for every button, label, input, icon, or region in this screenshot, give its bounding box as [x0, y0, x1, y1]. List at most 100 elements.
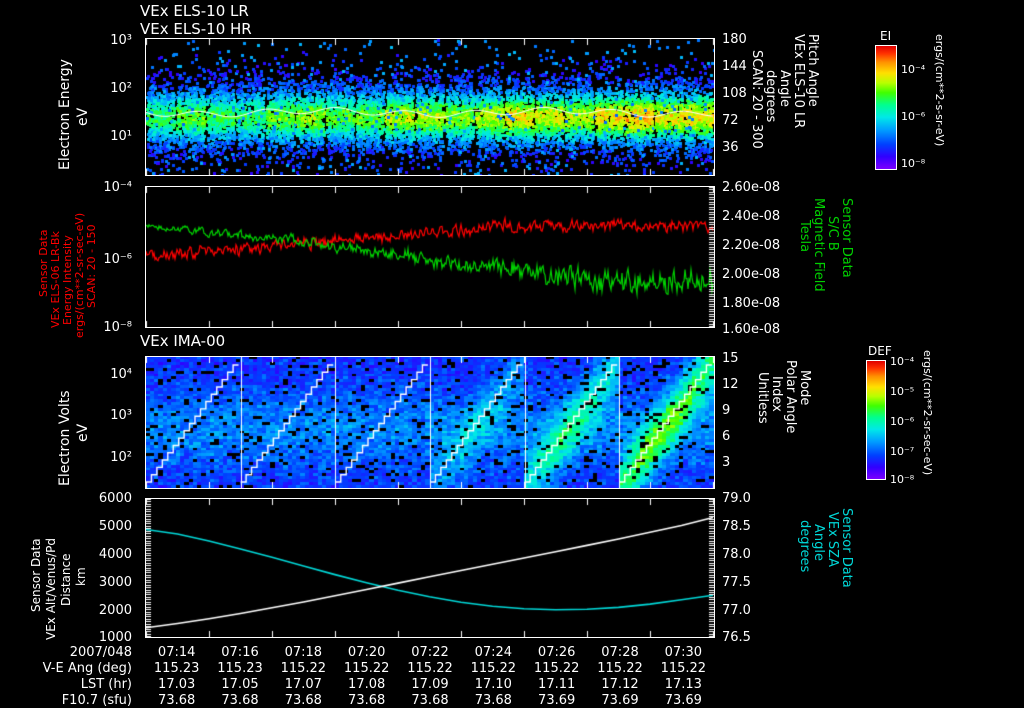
panel4-plot-area[interactable] [145, 498, 715, 638]
panel4-rlabel-4: degrees [797, 520, 812, 573]
bottom-time-3: 07:20 [347, 645, 386, 660]
panel1-title-hr: VEx ELS-10 HR [140, 20, 252, 38]
bottom-time-8: 07:30 [664, 645, 703, 660]
panel4-rtick-0: 79.0 [722, 491, 751, 506]
panel4-rtick-4: 77.0 [722, 603, 751, 618]
panel1-cbtick-2: 10⁻⁸ [901, 157, 926, 170]
panel1-rtick-2: 108 [722, 86, 747, 101]
bottom-ve-ang-1: 115.23 [217, 661, 263, 676]
panel3-colorbar-units: ergs/(cm**2-sr-sec-eV) [921, 350, 934, 476]
panel2-rlabel-2: S/C B [825, 216, 840, 251]
panel1-cbtick-1: 10⁻⁶ [901, 110, 926, 123]
bottom-ve-ang-8: 115.22 [660, 661, 707, 676]
panel3-colorbar[interactable] [866, 360, 886, 480]
panel4-ytick-3: 3000 [98, 575, 132, 590]
panel2-rtick-2: 2.20e-08 [722, 238, 781, 253]
bottom-date-label: 2007/048 [69, 645, 132, 660]
bottom-f107-2: 73.68 [284, 693, 322, 708]
bottom-f107-6: 73.69 [538, 693, 576, 708]
panel3-rlabel-1: Mode [797, 370, 812, 406]
bottom-lst-8: 17.13 [664, 677, 702, 692]
panel3-ytick-2: 10² [110, 450, 132, 465]
panel2-llabel-5: SCAN: 20 - 150 [85, 224, 98, 308]
panel3-rlabel-3: Index [769, 376, 784, 412]
panel3-cbtick-0: 10⁻⁴ [890, 355, 915, 368]
bottom-time-2: 07:18 [284, 645, 323, 660]
bottom-time-5: 07:24 [474, 645, 513, 660]
bottom-time-1: 07:16 [221, 645, 259, 660]
bottom-row-label-2: F10.7 (sfu) [61, 693, 132, 708]
bottom-lst-3: 17.08 [348, 677, 386, 692]
panel2-rtick-5: 1.60e-08 [722, 322, 781, 337]
panel3-ytick-1: 10³ [110, 408, 132, 423]
bottom-f107-3: 73.68 [348, 693, 386, 708]
panel4-rlabel-3: Angle [811, 524, 826, 561]
panel2-plot-area[interactable] [145, 186, 715, 328]
panel4-ytick-4: 2000 [98, 603, 132, 618]
bottom-row-label-1: LST (hr) [80, 677, 132, 692]
panel4-ytick-0: 6000 [98, 491, 132, 506]
panel1-colorbar-title: EI [880, 29, 892, 43]
panel1-ytick-1: 10² [110, 81, 132, 96]
bottom-ve-ang-7: 115.22 [597, 661, 643, 676]
panel1-rlabel-4: degrees [763, 70, 778, 123]
panel3-cbtick-4: 10⁻⁸ [890, 473, 915, 486]
bottom-f107-5: 73.68 [474, 693, 512, 708]
panel2-rtick-0: 2.60e-08 [722, 180, 781, 195]
panel1-colorbar[interactable] [875, 45, 897, 170]
bottom-ve-ang-2: 115.22 [280, 661, 327, 676]
panel1-rtick-3: 72 [722, 113, 739, 128]
bottom-ve-ang-3: 115.22 [343, 661, 390, 676]
panel3-cbtick-3: 10⁻⁷ [890, 445, 915, 458]
panel2-ytick-1: 10⁻⁶ [103, 252, 132, 267]
panel4-rtick-1: 78.5 [722, 519, 751, 534]
bottom-time-7: 07:28 [601, 645, 639, 660]
panel4-llabel-3: Distance [59, 553, 73, 606]
bottom-ve-ang-0: 115.23 [153, 661, 200, 676]
panel2-rlabel-1: Sensor Data [839, 198, 854, 278]
panel2-llabel-2: VEx ELS-06 LR-Bk [49, 231, 62, 328]
bottom-ve-ang-6: 115.22 [533, 661, 580, 676]
bottom-lst-0: 17.03 [158, 677, 196, 692]
bottom-f107-1: 73.68 [221, 693, 259, 708]
panel1-yunits: eV [75, 107, 91, 126]
panel1-ytick-2: 10¹ [110, 129, 132, 144]
panel1-cbtick-0: 10⁻⁴ [901, 63, 926, 76]
panel4-ytick-5: 1000 [98, 630, 132, 645]
panel1-plot-area[interactable] [145, 38, 715, 176]
panel3-rtick-4: 3 [722, 455, 731, 470]
panel3-plot-area[interactable] [145, 356, 715, 489]
panel1-rtick-4: 36 [722, 140, 739, 155]
panel3-ytick-0: 10⁴ [110, 367, 132, 382]
panel1-rtick-0: 180 [722, 32, 747, 47]
panel3-rtick-1: 12 [722, 377, 739, 392]
panel2-ytick-2: 10⁻⁸ [103, 320, 132, 335]
panel1-title-lr: VEx ELS-10 LR [140, 2, 249, 20]
panel2-llabel-1: Sensor Data [37, 229, 50, 297]
panel3-ylabel: Electron Volts [57, 390, 73, 486]
panel1-rlabel-3: Angle [777, 70, 792, 107]
panel1-rlabel-1: Pitch Angle [805, 34, 820, 107]
bottom-f107-8: 73.69 [664, 693, 702, 708]
bottom-lst-6: 17.11 [538, 677, 576, 692]
bottom-ve-ang-4: 115.22 [407, 661, 453, 676]
bottom-lst-7: 17.12 [601, 677, 639, 692]
panel4-rlabel-1: Sensor Data [839, 508, 854, 588]
panel4-rtick-2: 78.0 [722, 547, 751, 562]
panel2-llabel-4: ergs/(cm**2-sr-sec-eV) [73, 212, 86, 338]
panel3-cbtick-2: 10⁻⁶ [890, 415, 915, 428]
bottom-lst-1: 17.05 [221, 677, 259, 692]
bottom-f107-7: 73.69 [601, 693, 639, 708]
panel3-rlabel-2: Polar Angle [783, 360, 798, 434]
panel4-ytick-1: 5000 [98, 519, 132, 534]
panel4-rtick-5: 76.5 [722, 630, 751, 645]
panel3-title: VEx IMA-00 [140, 332, 226, 350]
panel4-rlabel-2: VEx SZA [825, 512, 840, 567]
panel2-rtick-4: 1.80e-08 [722, 296, 781, 311]
panel2-rlabel-4: Tesla [797, 220, 812, 253]
panel2-ytick-0: 10⁻⁴ [103, 180, 132, 195]
bottom-time-4: 07:22 [411, 645, 449, 660]
panel2-rtick-3: 2.00e-08 [722, 267, 781, 282]
panel1-colorbar-units: ergs/(cm**2-s-sr-eV) [933, 34, 946, 147]
